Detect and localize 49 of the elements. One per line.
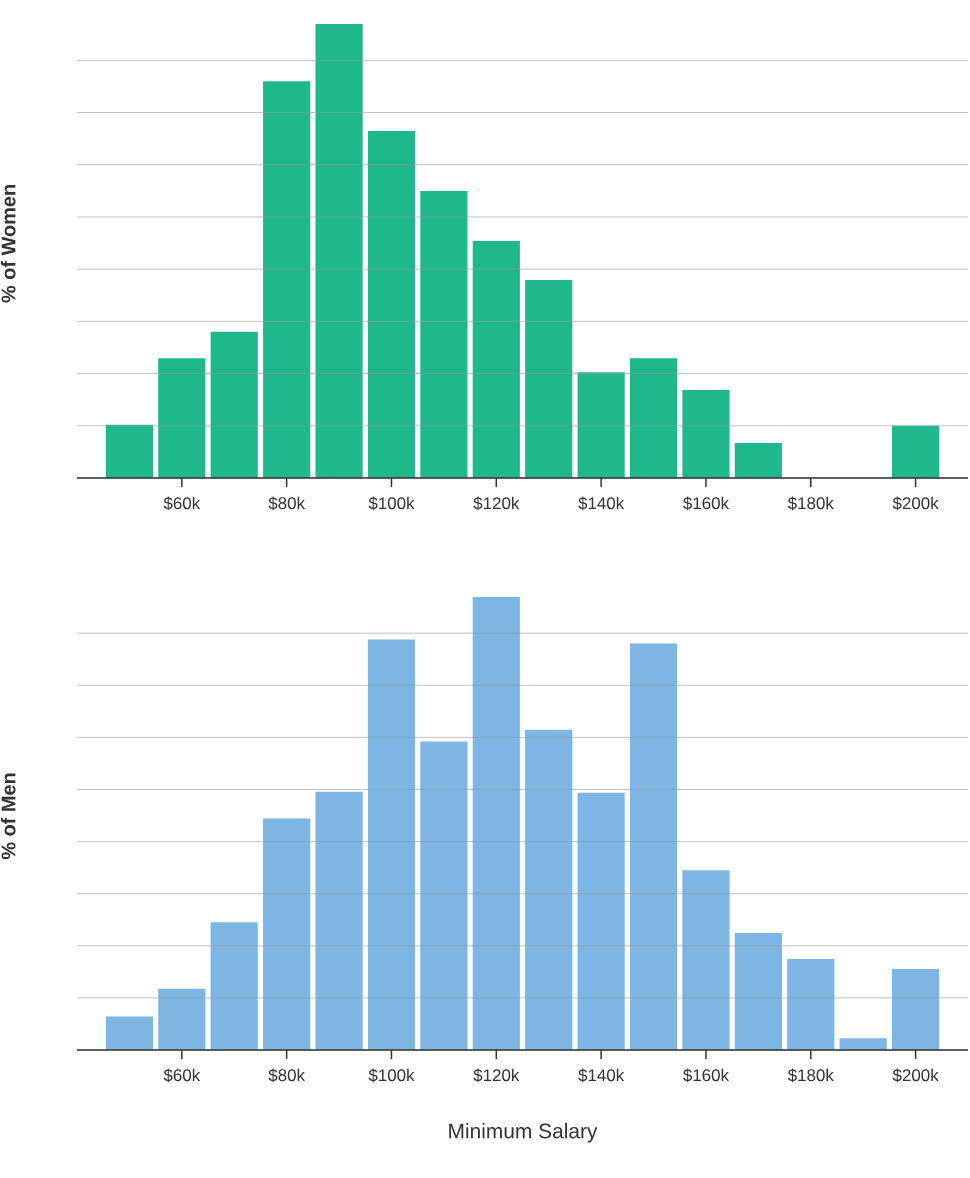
x-tick-label: $180k bbox=[787, 496, 834, 511]
x-tick-label: $200k bbox=[892, 496, 939, 511]
bar bbox=[734, 443, 782, 478]
bar bbox=[787, 958, 835, 1050]
bar bbox=[315, 23, 363, 478]
x-tick-label: $160k bbox=[683, 496, 730, 511]
bar bbox=[263, 818, 311, 1050]
bar bbox=[577, 792, 625, 1050]
bar bbox=[577, 372, 625, 478]
x-tick-label: $160k bbox=[683, 1068, 730, 1083]
x-tick-label: $120k bbox=[473, 496, 520, 511]
x-tick-label: $140k bbox=[578, 1068, 625, 1083]
bar bbox=[420, 741, 468, 1050]
x-tick-label: $60k bbox=[163, 1068, 201, 1083]
bar bbox=[682, 389, 730, 478]
x-tick-label: $80k bbox=[268, 1068, 306, 1083]
bar bbox=[839, 1038, 887, 1050]
x-tick-label: $180k bbox=[787, 1068, 834, 1083]
y-axis-title: % of Women bbox=[0, 185, 16, 303]
bar bbox=[472, 596, 520, 1050]
bar bbox=[525, 729, 573, 1050]
bar bbox=[210, 331, 258, 478]
x-tick-label: $100k bbox=[368, 496, 415, 511]
x-tick-label: $120k bbox=[473, 1068, 520, 1083]
bar bbox=[105, 424, 153, 478]
bar bbox=[210, 922, 258, 1050]
bar bbox=[682, 870, 730, 1050]
x-tick-label: $80k bbox=[268, 496, 306, 511]
bar bbox=[892, 425, 940, 478]
bar bbox=[892, 968, 940, 1050]
x-tick-label: $140k bbox=[578, 496, 625, 511]
bar bbox=[629, 358, 678, 478]
x-tick-label: $200k bbox=[892, 1068, 939, 1083]
bar bbox=[734, 933, 782, 1050]
bar bbox=[472, 240, 520, 478]
x-tick-label: $60k bbox=[163, 496, 201, 511]
x-axis-title: Minimum Salary bbox=[449, 1123, 598, 1143]
bar bbox=[158, 358, 206, 478]
bar bbox=[420, 191, 468, 478]
bar bbox=[263, 81, 311, 478]
bar bbox=[367, 639, 416, 1050]
x-tick-label: $100k bbox=[368, 1068, 415, 1083]
bar bbox=[105, 1016, 153, 1050]
bar bbox=[158, 988, 206, 1050]
bar bbox=[367, 131, 416, 478]
y-axis-title: % of Men bbox=[0, 773, 16, 860]
bar bbox=[315, 791, 363, 1050]
bar bbox=[629, 643, 678, 1050]
bar bbox=[525, 280, 573, 478]
